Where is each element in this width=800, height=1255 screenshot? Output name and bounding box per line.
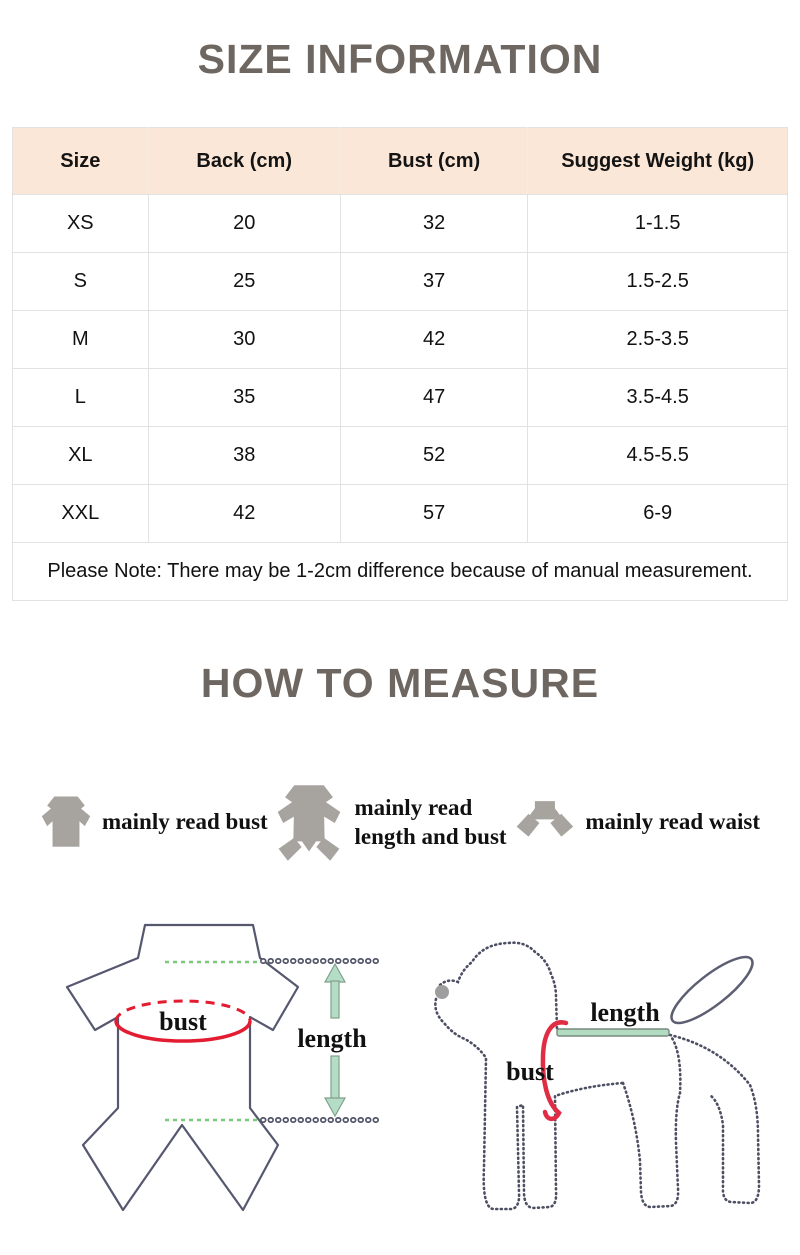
bust-ellipse-bottom [114,1020,252,1043]
measurement-note: Please Note: There may be 1-2cm differen… [12,542,788,601]
legend-item-shorts: mainly read waist [513,800,760,845]
measure-legend: mainly read bust mainly read length and … [0,775,800,870]
legend-label-jumpsuit: mainly read length and bust [354,794,506,852]
size-table-header-row: Size Back (cm) Bust (cm) Suggest Weight … [12,127,788,195]
size-row-s: S 25 37 1.5-2.5 [12,252,788,311]
size-cell: S [12,252,149,311]
size-row-xs: XS 20 32 1-1.5 [12,194,788,253]
back-cell: 30 [147,310,341,369]
dog-bust-label: bust [506,1057,554,1086]
size-row-xl: XL 38 52 4.5-5.5 [12,426,788,485]
weight-cell: 4.5-5.5 [527,426,788,485]
back-cell: 20 [147,194,341,253]
col-header-bust: Bust (cm) [339,127,528,195]
size-row-xxl: XXL 42 57 6-9 [12,484,788,543]
weight-cell: 6-9 [527,484,788,543]
weight-cell: 3.5-4.5 [527,368,788,427]
bust-cell: 57 [339,484,529,543]
size-cell: XL [12,426,149,485]
bust-cell: 32 [339,194,529,253]
bust-band [540,1020,569,1122]
size-row-l: L 35 47 3.5-4.5 [12,368,788,427]
back-cell: 42 [147,484,341,543]
size-table: Size Back (cm) Bust (cm) Suggest Weight … [12,127,788,601]
legend-item-jumpsuit: mainly read length and bust [274,784,507,862]
size-information-title: SIZE INFORMATION [197,36,603,82]
jumpsuit-icon [278,784,341,861]
col-header-back: Back (cm) [147,127,341,195]
bust-ellipse-top [114,999,252,1022]
garment-length-label: length [297,1024,367,1053]
size-cell: XXL [12,484,149,543]
back-cell: 35 [147,368,341,427]
dog-nose [435,985,449,999]
weight-cell: 2.5-3.5 [527,310,788,369]
dog-length-label: length [590,998,660,1027]
bust-cell: 37 [339,252,529,311]
dog-tail [670,955,754,1025]
col-header-weight: Suggest Weight (kg) [527,127,788,195]
legend-label-vest: mainly read bust [102,809,268,835]
note-row: Please Note: There may be 1-2cm differen… [12,542,788,601]
garment-bust-label: bust [159,1007,207,1036]
legend-item-vest: mainly read bust [40,794,268,851]
col-header-size: Size [12,127,149,195]
back-cell: 25 [147,252,341,311]
legend-label-jumpsuit-line2: length and bust [354,823,507,849]
size-cell: L [12,368,149,427]
garment-measure-diagram: bust length [65,923,383,1212]
dog-outline [434,941,761,1211]
weight-cell: 1.5-2.5 [527,252,788,311]
size-row-m: M 30 42 2.5-3.5 [12,310,788,369]
dog-measure-diagram: length bust [434,941,761,1211]
shorts-icon [516,800,574,837]
bust-cell: 42 [339,310,529,369]
length-bar [556,1028,670,1037]
bust-cell: 52 [339,426,529,485]
bust-cell: 47 [339,368,529,427]
size-cell: M [12,310,149,369]
garment-outline [65,923,300,1212]
length-arrow [323,962,347,1118]
legend-label-jumpsuit-line1: mainly read [354,794,473,820]
legend-label-shorts: mainly read waist [585,809,760,835]
weight-cell: 1-1.5 [527,194,788,253]
how-to-measure-title: HOW TO MEASURE [200,660,600,706]
back-cell: 38 [147,426,341,485]
vest-icon [41,796,91,847]
size-cell: XS [12,194,149,253]
